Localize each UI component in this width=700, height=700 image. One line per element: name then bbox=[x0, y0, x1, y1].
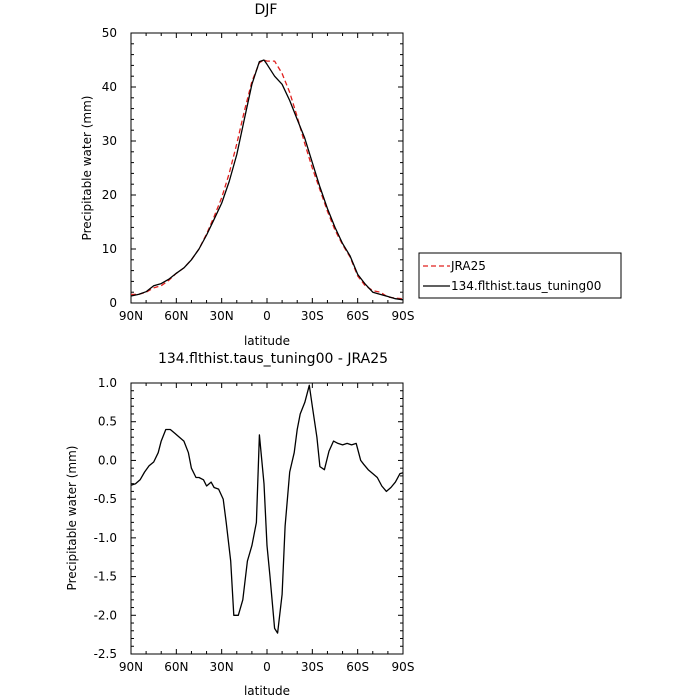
top-y-tick-label: 0 bbox=[109, 296, 117, 310]
top-y-tick-label: 30 bbox=[102, 134, 117, 148]
bottom-x-tick-label: 60N bbox=[164, 660, 188, 674]
top-x-tick-label: 90N bbox=[119, 309, 143, 323]
bottom-panel-xlabel: latitude bbox=[244, 684, 290, 698]
bottom-x-tick-label: 30N bbox=[210, 660, 234, 674]
top-x-tick-label: 30S bbox=[301, 309, 324, 323]
top-y-tick-label: 50 bbox=[102, 26, 117, 40]
top-x-tick-label: 30N bbox=[210, 309, 234, 323]
bottom-x-tick-label: 60S bbox=[346, 660, 369, 674]
bottom-y-tick-label: -1.0 bbox=[94, 531, 117, 545]
bottom-x-tick-label: 0 bbox=[263, 660, 271, 674]
bottom-y-tick-label: 0.0 bbox=[98, 453, 117, 467]
bottom-x-tick-label: 30S bbox=[301, 660, 324, 674]
legend: JRA25 134.flthist.taus_tuning00 bbox=[418, 252, 622, 299]
top-panel-ylabel: Precipitable water (mm) bbox=[80, 96, 94, 241]
top-panel-xlabel: latitude bbox=[244, 334, 290, 348]
bottom-y-tick-label: 1.0 bbox=[98, 376, 117, 390]
bottom-panel-frame bbox=[130, 382, 404, 655]
bottom-y-tick-label: -0.5 bbox=[94, 492, 117, 506]
top-x-tick-label: 90S bbox=[392, 309, 415, 323]
bottom-series-line-0 bbox=[130, 384, 404, 634]
top-series-line-0 bbox=[131, 59, 404, 300]
top-panel-frame bbox=[130, 32, 404, 304]
bottom-panel-title: 134.flthist.taus_tuning00 - JRA25 bbox=[158, 351, 388, 367]
bottom-x-tick-label: 90S bbox=[392, 660, 415, 674]
bottom-y-tick-label: -2.0 bbox=[94, 608, 117, 622]
bottom-y-tick-label: -2.5 bbox=[94, 647, 117, 661]
top-x-tick-label: 0 bbox=[263, 309, 271, 323]
bottom-y-tick-label: -1.5 bbox=[94, 570, 117, 584]
top-y-tick-label: 40 bbox=[102, 80, 117, 94]
legend-label-model: 134.flthist.taus_tuning00 bbox=[451, 279, 601, 293]
legend-label-jra25: JRA25 bbox=[450, 259, 486, 273]
bottom-panel-ylabel: Precipitable water (mm) bbox=[65, 446, 79, 591]
bottom-y-tick-label: 0.5 bbox=[98, 415, 117, 429]
top-x-tick-label: 60N bbox=[164, 309, 188, 323]
top-series-line-1 bbox=[130, 59, 404, 301]
bottom-x-tick-label: 90N bbox=[119, 660, 143, 674]
top-panel-title: DJF bbox=[255, 2, 278, 18]
legend-box bbox=[418, 252, 622, 299]
top-y-tick-label: 20 bbox=[102, 188, 117, 202]
top-y-tick-label: 10 bbox=[102, 242, 117, 256]
top-x-tick-label: 60S bbox=[346, 309, 369, 323]
